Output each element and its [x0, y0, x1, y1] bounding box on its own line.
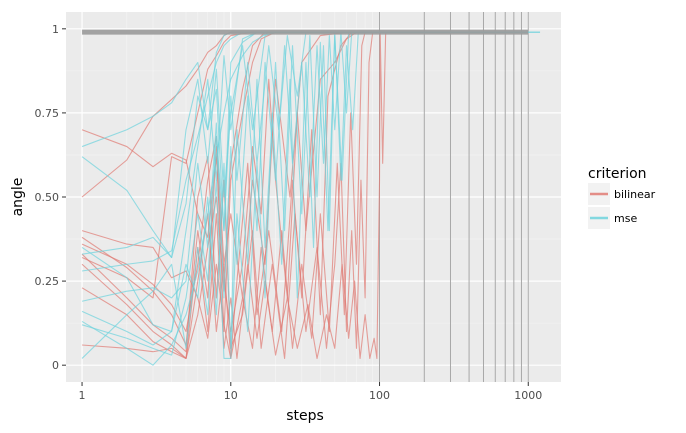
x-tick-label: 1	[79, 389, 86, 402]
x-tick-label: 1000	[514, 389, 542, 402]
series-line-mse-17	[81, 31, 529, 356]
series-line-mse-16	[81, 31, 529, 366]
legend-label-mse: mse	[614, 212, 637, 225]
vertical-reference-lines	[379, 12, 529, 382]
x-tick-label: 100	[369, 389, 390, 402]
y-tick-label: 0	[52, 359, 59, 372]
series-line-bilinear-4	[81, 31, 529, 359]
y-tick-label: 0.25	[35, 275, 60, 288]
series-line-mse-15	[81, 31, 529, 359]
series-line-mse-11	[81, 31, 529, 259]
x-tick-label: 10	[224, 389, 238, 402]
series-lines	[81, 31, 541, 366]
x-axis-title: steps	[286, 408, 324, 424]
y-axis-title: angle	[10, 178, 26, 217]
series-line-bilinear-7	[81, 31, 529, 359]
series-line-bilinear-5	[81, 31, 529, 359]
axis-ticks: 1 10 100 1000 0 0.25 0.50 0.75 1	[35, 23, 543, 402]
series-line-bilinear-9	[81, 31, 529, 346]
y-tick-label: 1	[52, 23, 59, 36]
y-tick-label: 0.75	[35, 107, 60, 120]
legend: criterion bilinear mse	[588, 166, 656, 229]
y-tick-label: 0.50	[35, 191, 60, 204]
legend-title: criterion	[588, 166, 647, 182]
legend-label-bilinear: bilinear	[614, 188, 656, 201]
